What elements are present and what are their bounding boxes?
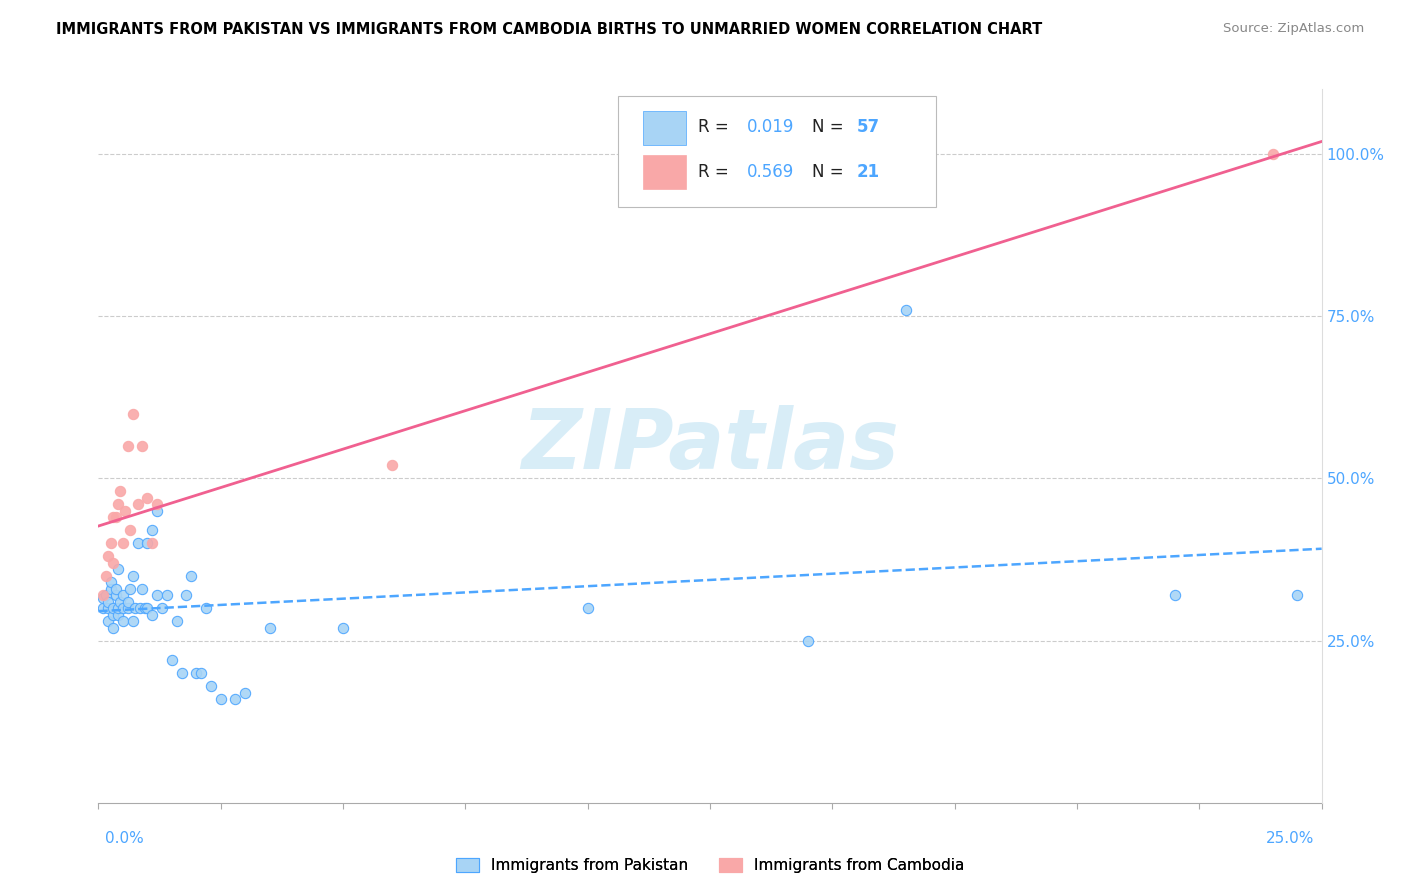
- FancyBboxPatch shape: [643, 155, 686, 189]
- Point: [1164, 588, 1187, 602]
- Text: 25.0%: 25.0%: [1267, 831, 1315, 846]
- Point: [141, 536, 163, 550]
- Point: [97, 549, 120, 564]
- Point: [127, 497, 149, 511]
- Point: [101, 607, 124, 622]
- Point: [107, 601, 129, 615]
- Point: [91, 591, 114, 606]
- Point: [94, 588, 117, 602]
- Y-axis label: Births to Unmarried Women: Births to Unmarried Women: [0, 339, 7, 553]
- Point: [233, 685, 256, 699]
- Point: [176, 588, 198, 602]
- Point: [146, 588, 169, 602]
- Point: [121, 568, 143, 582]
- Text: N =: N =: [811, 118, 848, 136]
- Point: [97, 595, 120, 609]
- Point: [117, 439, 139, 453]
- Point: [101, 621, 124, 635]
- Point: [166, 614, 188, 628]
- Text: N =: N =: [811, 163, 848, 181]
- Text: IMMIGRANTS FROM PAKISTAN VS IMMIGRANTS FROM CAMBODIA BIRTHS TO UNMARRIED WOMEN C: IMMIGRANTS FROM PAKISTAN VS IMMIGRANTS F…: [56, 22, 1042, 37]
- Point: [120, 582, 142, 596]
- Point: [170, 666, 193, 681]
- FancyBboxPatch shape: [619, 96, 936, 207]
- Point: [100, 582, 122, 596]
- Point: [131, 439, 153, 453]
- Point: [97, 601, 120, 615]
- Point: [1261, 147, 1284, 161]
- Point: [101, 510, 124, 524]
- Text: R =: R =: [697, 163, 734, 181]
- Point: [121, 614, 143, 628]
- Point: [190, 666, 212, 681]
- Point: [160, 653, 183, 667]
- Point: [127, 536, 149, 550]
- Point: [129, 601, 152, 615]
- Legend: Immigrants from Pakistan, Immigrants from Cambodia: Immigrants from Pakistan, Immigrants fro…: [449, 850, 972, 880]
- Text: ZIPatlas: ZIPatlas: [522, 406, 898, 486]
- Point: [141, 524, 163, 538]
- Point: [381, 458, 404, 473]
- Point: [104, 510, 127, 524]
- Point: [224, 692, 246, 706]
- Point: [91, 601, 114, 615]
- Point: [121, 407, 143, 421]
- Point: [131, 582, 153, 596]
- Point: [156, 588, 179, 602]
- Point: [195, 601, 218, 615]
- Point: [146, 504, 169, 518]
- Point: [332, 621, 354, 635]
- Point: [150, 601, 173, 615]
- Point: [107, 607, 129, 622]
- Point: [136, 536, 159, 550]
- Text: 0.0%: 0.0%: [105, 831, 145, 846]
- Point: [146, 497, 169, 511]
- Point: [141, 607, 163, 622]
- Point: [91, 588, 114, 602]
- Point: [107, 497, 129, 511]
- Point: [576, 601, 599, 615]
- FancyBboxPatch shape: [643, 111, 686, 145]
- Point: [259, 621, 281, 635]
- Text: R =: R =: [697, 118, 734, 136]
- Point: [111, 536, 134, 550]
- Point: [101, 601, 124, 615]
- Point: [180, 568, 202, 582]
- Text: 0.569: 0.569: [747, 163, 794, 181]
- Text: 0.019: 0.019: [747, 118, 794, 136]
- Point: [209, 692, 232, 706]
- Point: [111, 614, 134, 628]
- Point: [136, 491, 159, 505]
- Point: [111, 588, 134, 602]
- Point: [114, 504, 136, 518]
- Point: [100, 575, 122, 590]
- Point: [894, 302, 917, 317]
- Text: 57: 57: [856, 118, 880, 136]
- Point: [97, 614, 120, 628]
- Text: Source: ZipAtlas.com: Source: ZipAtlas.com: [1223, 22, 1364, 36]
- Point: [124, 601, 146, 615]
- Point: [200, 679, 222, 693]
- Point: [134, 601, 156, 615]
- Point: [117, 601, 139, 615]
- Point: [94, 568, 117, 582]
- Point: [120, 524, 142, 538]
- Point: [104, 588, 127, 602]
- Point: [186, 666, 208, 681]
- Point: [110, 484, 132, 499]
- Point: [1286, 588, 1309, 602]
- Point: [107, 562, 129, 576]
- Point: [111, 601, 134, 615]
- Point: [136, 601, 159, 615]
- Point: [797, 633, 820, 648]
- Point: [117, 595, 139, 609]
- Point: [100, 536, 122, 550]
- Text: 21: 21: [856, 163, 880, 181]
- Point: [101, 556, 124, 570]
- Point: [104, 582, 127, 596]
- Point: [110, 595, 132, 609]
